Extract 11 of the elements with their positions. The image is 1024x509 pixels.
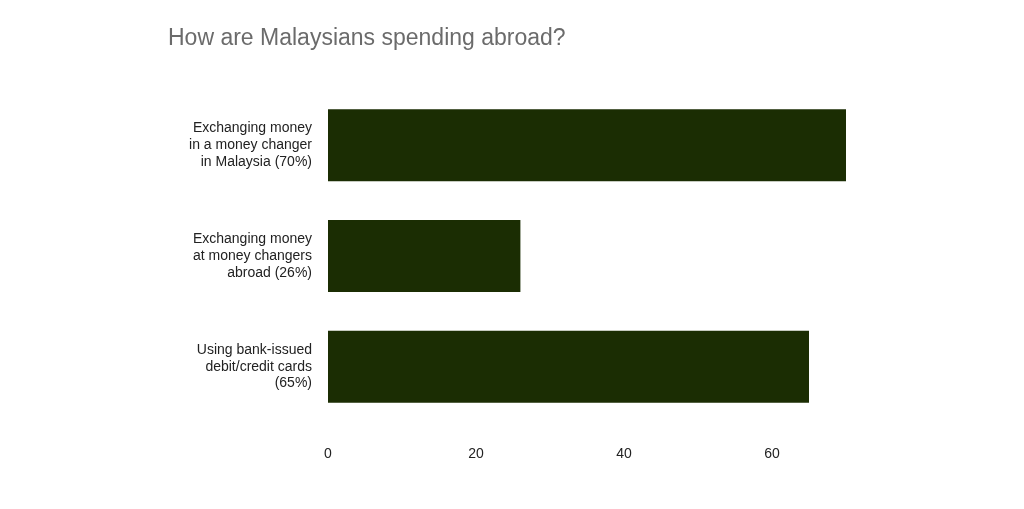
bar <box>328 109 846 182</box>
x-tick-label: 20 <box>468 445 484 462</box>
chart-title: How are Malaysians spending abroad? <box>168 24 566 51</box>
x-tick-label: 40 <box>616 445 632 462</box>
y-tick-label: Exchanging money in a money changer in Malaysia (70%) <box>189 119 313 169</box>
x-tick-label: 0 <box>324 445 333 462</box>
y-tick-label: Exchanging money at money changers abroad (26%) <box>192 230 312 280</box>
x-tick-label: 60 <box>764 445 780 462</box>
bar <box>328 330 809 403</box>
bar <box>328 220 521 292</box>
y-tick-label: Using bank-issued debit/credit cards (65%) <box>196 340 312 391</box>
